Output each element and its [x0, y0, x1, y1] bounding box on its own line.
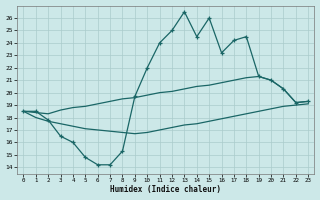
X-axis label: Humidex (Indice chaleur): Humidex (Indice chaleur): [110, 185, 221, 194]
